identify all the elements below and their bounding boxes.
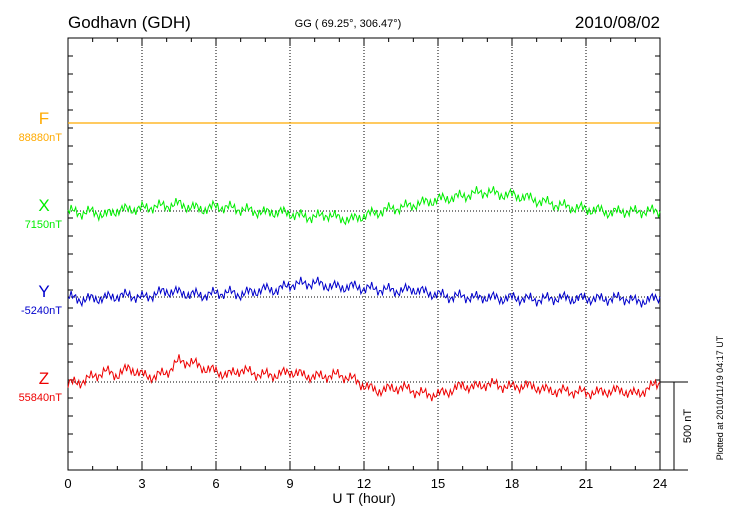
series-lines [67, 122, 661, 402]
x-tick-label-9: 9 [286, 476, 293, 491]
series-baseline-y: -5240nT [21, 305, 62, 317]
scale-bar-label: 500 nT [682, 409, 694, 444]
series-baseline-x: 7150nT [25, 219, 63, 231]
series-baseline-z: 55840nT [19, 392, 63, 404]
date-label: 2010/08/02 [575, 13, 660, 32]
series-name-y: Y [38, 282, 49, 301]
series-name-x: X [38, 196, 49, 215]
x-tick-label-0: 0 [64, 476, 71, 491]
x-tick-label-12: 12 [357, 476, 371, 491]
series-line-x [67, 186, 661, 226]
series-line-z [67, 354, 661, 402]
series-labels: F 88880nT X 7150nT Y -5240nT Z 55840nT [19, 109, 63, 404]
series-name-z: Z [39, 369, 49, 388]
scale-bar: 500 nT [660, 381, 694, 471]
series-baseline-f: 88880nT [19, 132, 63, 144]
x-tick-label-6: 6 [212, 476, 219, 491]
grid-lines [141, 38, 587, 470]
x-tick-label-21: 21 [579, 476, 593, 491]
axis-ticks: 0 3 6 9 12 15 18 21 24 [64, 37, 667, 491]
series-line-y [67, 276, 661, 308]
x-tick-label-15: 15 [431, 476, 445, 491]
series-name-f: F [39, 109, 49, 128]
station-coordinates: GG ( 69.25°, 306.47°) [295, 18, 402, 30]
station-title: Godhavn (GDH) [68, 13, 191, 32]
plotted-timestamp: Plotted at 2010/11/19 04:17 UT [715, 335, 725, 460]
x-tick-label-18: 18 [505, 476, 519, 491]
x-tick-label-24: 24 [653, 476, 667, 491]
x-axis-label: U T (hour) [332, 490, 395, 506]
x-tick-label-3: 3 [138, 476, 145, 491]
